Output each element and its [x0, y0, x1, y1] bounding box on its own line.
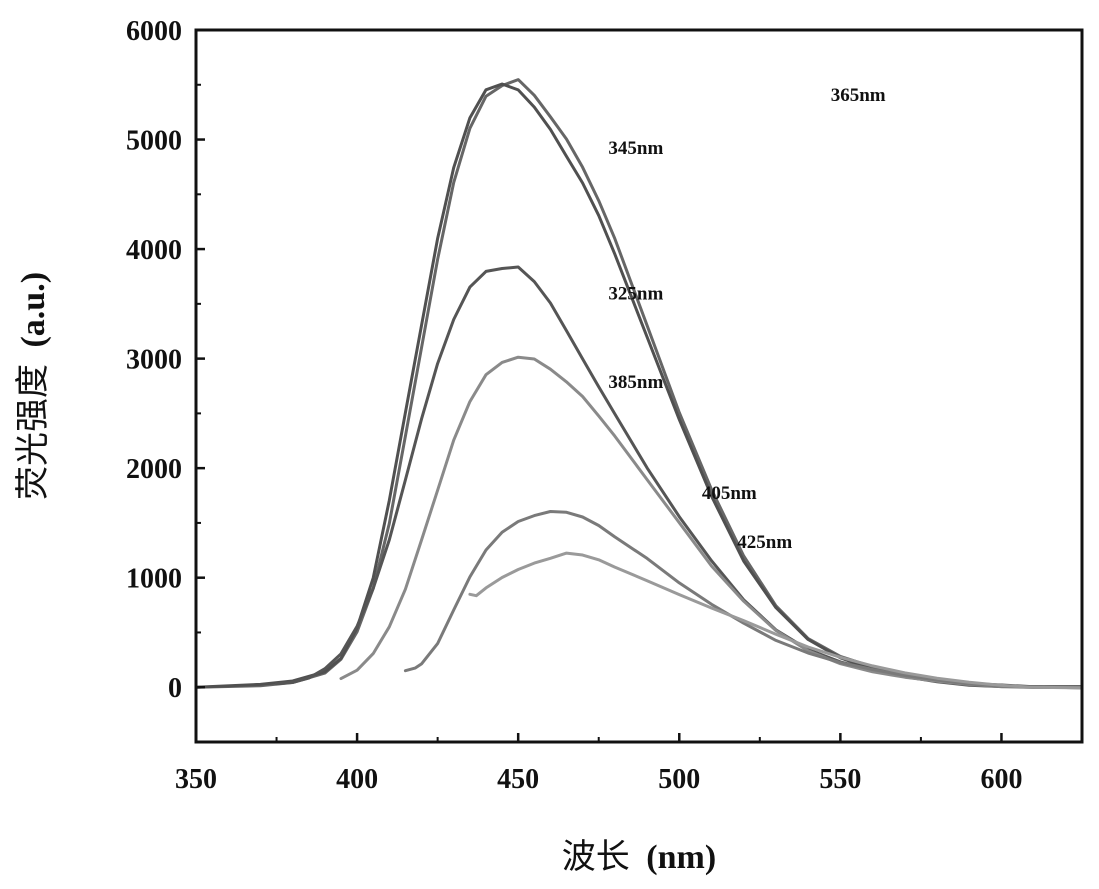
y-tick-label-5000: 5000	[126, 126, 182, 157]
y-axis-title: 荧光强度 (a.u.)	[14, 272, 52, 500]
annotation-365nm: 365nm	[831, 85, 886, 106]
y-tick-label-3000: 3000	[126, 345, 182, 376]
x-axis-title-unit: (nm)	[646, 839, 716, 876]
annotation-425nm: 425nm	[737, 532, 792, 553]
x-axis-title: 波长 (nm)	[562, 838, 716, 876]
y-tick-label-4000: 4000	[126, 235, 182, 266]
x-tick-label-400: 400	[336, 764, 378, 795]
annotation-405nm: 405nm	[702, 483, 757, 504]
y-tick-label-6000: 6000	[126, 16, 182, 47]
x-tick-label-450: 450	[497, 764, 539, 795]
y-axis-title-unit: (a.u.)	[15, 272, 52, 348]
y-axis-title-text: 荧光强度	[14, 364, 52, 500]
annotation-325nm: 325nm	[608, 283, 663, 304]
y-axis: 0 1000 2000 3000 4000 5000 6000	[126, 16, 205, 742]
x-tick-label-500: 500	[658, 764, 700, 795]
x-tick-label-600: 600	[980, 764, 1022, 795]
series-385nm-line	[341, 357, 1082, 687]
y-tick-label-1000: 1000	[126, 564, 182, 595]
annotation-385nm: 385nm	[608, 372, 663, 393]
x-axis-title-text: 波长	[562, 838, 630, 876]
x-tick-label-350: 350	[175, 764, 217, 795]
annotation-345nm: 345nm	[608, 138, 663, 159]
y-tick-label-2000: 2000	[126, 454, 182, 485]
y-tick-label-0: 0	[168, 673, 182, 704]
x-tick-label-550: 550	[819, 764, 861, 795]
series-425nm-line	[470, 553, 1082, 688]
